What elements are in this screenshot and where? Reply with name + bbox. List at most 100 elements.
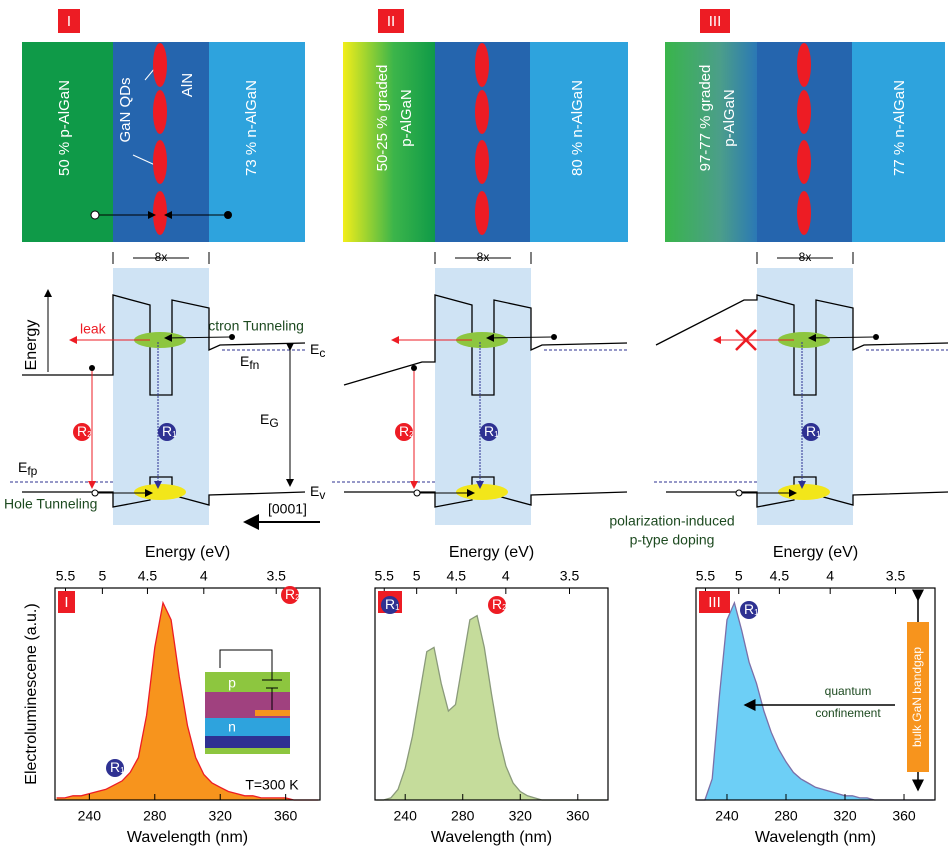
- eg-label: EG: [260, 411, 279, 430]
- r-base: R: [744, 601, 754, 617]
- x2-tick-label: 3.5: [560, 568, 580, 584]
- direction-label: [0001]: [268, 501, 307, 517]
- r-sub: 2: [502, 603, 507, 612]
- quantum-dot: [797, 43, 811, 87]
- quantum-dot: [153, 43, 167, 87]
- efp-label: Efp: [18, 459, 38, 478]
- x-tick-label: 360: [892, 808, 916, 824]
- r-label: R2: [492, 596, 507, 612]
- r-sub: 1: [754, 608, 759, 617]
- r-base: R: [385, 596, 395, 612]
- quantum-dot: [153, 140, 167, 184]
- x2-tick-label: 3.5: [266, 568, 286, 584]
- period-label: 8x: [477, 250, 490, 264]
- confinement-label: confinement: [815, 706, 881, 720]
- hole: [92, 490, 98, 496]
- qd-label: GaN QDs: [117, 77, 134, 142]
- layer-label: 50 % p-AlGaN: [56, 80, 73, 176]
- x2-tick-label: 4: [200, 568, 208, 584]
- inset-label: p: [228, 675, 236, 691]
- period-label: 8x: [155, 250, 168, 264]
- quantum-dot: [797, 191, 811, 235]
- r-base: R: [399, 423, 409, 439]
- r-sub: 2: [87, 430, 92, 439]
- quantum-dot: [475, 191, 489, 235]
- quantum-dot: [797, 90, 811, 134]
- badge: III: [709, 13, 722, 30]
- leak-label: leak: [80, 321, 107, 337]
- x2-tick-label: 5.5: [375, 568, 395, 584]
- energy-axis-label: Energy: [23, 320, 40, 371]
- inset-layer: [205, 718, 290, 736]
- layer-label: p-AlGaN: [398, 89, 415, 147]
- x-tick-label: 320: [209, 808, 233, 824]
- x2-axis-label: Energy (eV): [145, 544, 230, 561]
- x-axis-label: Wavelength (nm): [431, 829, 552, 846]
- hole-state: [456, 484, 508, 500]
- x-tick-label: 240: [715, 808, 739, 824]
- x2-axis-label: Energy (eV): [773, 544, 858, 561]
- x-tick-label: 280: [451, 808, 475, 824]
- r-base: R: [285, 586, 295, 602]
- r-sub: 1: [172, 430, 177, 439]
- x2-tick-label: 5.5: [696, 568, 716, 584]
- r-base: R: [806, 423, 816, 439]
- quantum-dot: [475, 43, 489, 87]
- x-tick-label: 320: [833, 808, 857, 824]
- layer-label: 80 % n-AlGaN: [569, 80, 586, 176]
- quantum-dot: [475, 140, 489, 184]
- inset-layer: [205, 736, 290, 748]
- x-axis-label: Wavelength (nm): [127, 829, 248, 846]
- spectrum-fill: [376, 616, 606, 800]
- polarization-label: p-type doping: [630, 532, 715, 548]
- x-tick-label: 280: [143, 808, 167, 824]
- figure: I II III 50 % p-AlGaN 73 % n-AlGaN GaN Q…: [0, 0, 948, 850]
- x2-tick-label: 4.5: [447, 568, 467, 584]
- x2-tick-label: 4.5: [138, 568, 158, 584]
- r-sub: 2: [409, 430, 414, 439]
- electron: [89, 365, 95, 371]
- electron: [229, 334, 235, 340]
- r-sub: 2: [295, 593, 300, 602]
- r-label: R2: [77, 423, 92, 439]
- electron: [224, 211, 232, 219]
- ev-label: Ev: [310, 483, 325, 502]
- layer-label: 97-77 % graded: [697, 65, 714, 172]
- r-sub: 1: [494, 430, 499, 439]
- x2-tick-label: 5: [413, 568, 421, 584]
- hole-state: [778, 484, 830, 500]
- chart-badge-label: III: [708, 594, 721, 611]
- spectrum-fill: [697, 603, 933, 800]
- x2-tick-label: 4: [502, 568, 510, 584]
- r-base: R: [484, 423, 494, 439]
- inset-layer: [205, 748, 290, 754]
- hole: [91, 211, 99, 219]
- r-label: R2: [399, 423, 414, 439]
- r-base: R: [162, 423, 172, 439]
- r-base: R: [77, 423, 87, 439]
- quantum-dot: [153, 90, 167, 134]
- x-axis-label: Wavelength (nm): [755, 829, 876, 846]
- x-tick-label: 320: [509, 808, 533, 824]
- tunneling-label: Hole Tunneling: [4, 496, 97, 512]
- electron: [873, 334, 879, 340]
- x2-tick-label: 4: [826, 568, 834, 584]
- x-tick-label: 360: [274, 808, 298, 824]
- r-sub: 1: [120, 766, 125, 775]
- quantum-dot: [153, 191, 167, 235]
- r-sub: 1: [395, 603, 400, 612]
- x-tick-label: 280: [774, 808, 798, 824]
- efn-label: Efn: [240, 353, 259, 372]
- bandgap-label: bulk GaN bandgap: [910, 647, 924, 747]
- hole: [414, 490, 420, 496]
- r-label: R1: [744, 601, 759, 617]
- quantum-dot: [797, 140, 811, 184]
- badge: I: [67, 13, 71, 30]
- quantum-dot: [475, 90, 489, 134]
- x-tick-label: 360: [566, 808, 590, 824]
- inset-layer: [205, 672, 290, 692]
- barrier-label: AlN: [179, 73, 196, 97]
- inset-label: n: [228, 719, 236, 735]
- polarization-label: polarization-induced: [609, 513, 734, 529]
- y-axis-label: Electroluminescene (a.u.): [23, 603, 40, 784]
